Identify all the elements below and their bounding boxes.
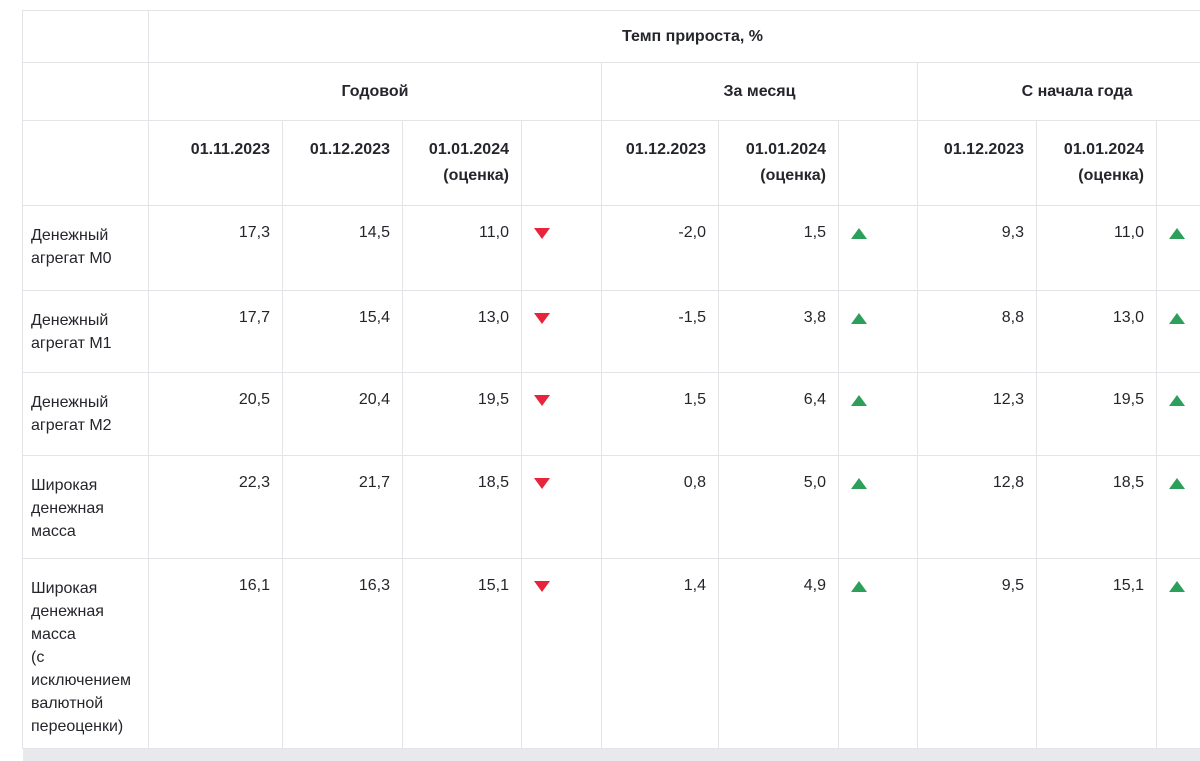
date-header: 01.01.2024 (оценка) xyxy=(1037,121,1157,206)
trend-cell xyxy=(522,373,602,456)
row-label: Широкая денежная масса (с исключением ва… xyxy=(23,559,149,749)
table-row: Денежный агрегат М2 20,5 20,4 19,5 1,5 6… xyxy=(23,373,1200,456)
value-cell: 9,5 xyxy=(918,559,1037,749)
trend-up-icon xyxy=(851,228,867,239)
trend-up-icon xyxy=(851,395,867,406)
table-row: Денежный агрегат М0 17,3 14,5 11,0 -2,0 … xyxy=(23,206,1200,291)
date-header: 01.12.2023 xyxy=(602,121,719,206)
trend-up-icon xyxy=(1169,581,1185,592)
value-cell: 17,7 xyxy=(149,291,283,373)
value-cell: 1,4 xyxy=(602,559,719,749)
value-cell: 0,8 xyxy=(602,456,719,559)
row-label: Денежный агрегат М0 xyxy=(23,206,149,291)
trend-down-icon xyxy=(534,478,550,489)
value-cell: 16,3 xyxy=(283,559,403,749)
corner-cell xyxy=(23,11,149,63)
trend-header-cell xyxy=(839,121,918,206)
value-cell: 3,8 xyxy=(719,291,839,373)
value-cell: 13,0 xyxy=(403,291,522,373)
trend-cell xyxy=(1157,559,1200,749)
value-cell: 13,0 xyxy=(1037,291,1157,373)
value-cell: 12,8 xyxy=(918,456,1037,559)
trend-up-icon xyxy=(1169,478,1185,489)
table-row: Денежный агрегат М1 17,7 15,4 13,0 -1,5 … xyxy=(23,291,1200,373)
trend-down-icon xyxy=(534,228,550,239)
value-cell: 19,5 xyxy=(403,373,522,456)
trend-cell xyxy=(522,456,602,559)
value-cell: 19,5 xyxy=(1037,373,1157,456)
growth-rate-table-container: Темп прироста, % Годовой За месяц С нача… xyxy=(22,10,1200,761)
trend-down-icon xyxy=(534,581,550,592)
trend-cell xyxy=(839,206,918,291)
table-title-row: Темп прироста, % xyxy=(23,11,1200,63)
value-cell: 5,0 xyxy=(719,456,839,559)
date-header: 01.11.2023 xyxy=(149,121,283,206)
value-cell: 20,5 xyxy=(149,373,283,456)
group-header-ytd: С начала года xyxy=(918,63,1200,121)
table-row: Широкая денежная масса (с исключением ва… xyxy=(23,559,1200,749)
trend-header-cell xyxy=(522,121,602,206)
trend-cell xyxy=(1157,373,1200,456)
value-cell: 15,4 xyxy=(283,291,403,373)
trend-header-cell xyxy=(1157,121,1200,206)
value-cell: 15,1 xyxy=(1037,559,1157,749)
row-label: Денежный агрегат М1 xyxy=(23,291,149,373)
trend-cell xyxy=(839,373,918,456)
trend-cell xyxy=(839,456,918,559)
trend-cell xyxy=(839,559,918,749)
group-header-annual: Годовой xyxy=(149,63,602,121)
trend-cell xyxy=(839,291,918,373)
value-cell: 4,9 xyxy=(719,559,839,749)
value-cell: 6,4 xyxy=(719,373,839,456)
value-cell: -1,5 xyxy=(602,291,719,373)
corner-cell xyxy=(23,63,149,121)
trend-up-icon xyxy=(851,581,867,592)
value-cell: 15,1 xyxy=(403,559,522,749)
value-cell: 18,5 xyxy=(403,456,522,559)
value-cell: 9,3 xyxy=(918,206,1037,291)
value-cell: 1,5 xyxy=(602,373,719,456)
corner-cell xyxy=(23,121,149,206)
table-row: Широкая денежная масса 22,3 21,7 18,5 0,… xyxy=(23,456,1200,559)
trend-cell xyxy=(1157,291,1200,373)
trend-cell xyxy=(522,206,602,291)
trend-cell xyxy=(1157,456,1200,559)
value-cell: 20,4 xyxy=(283,373,403,456)
date-header: 01.12.2023 xyxy=(283,121,403,206)
date-header: 01.01.2024 (оценка) xyxy=(719,121,839,206)
trend-up-icon xyxy=(1169,395,1185,406)
group-header-month: За месяц xyxy=(602,63,918,121)
date-header: 01.01.2024 (оценка) xyxy=(403,121,522,206)
value-cell: -2,0 xyxy=(602,206,719,291)
group-header-row: Годовой За месяц С начала года xyxy=(23,63,1200,121)
value-cell: 8,8 xyxy=(918,291,1037,373)
date-header-row: 01.11.2023 01.12.2023 01.01.2024 (оценка… xyxy=(23,121,1200,206)
value-cell: 11,0 xyxy=(1037,206,1157,291)
trend-down-icon xyxy=(534,313,550,324)
value-cell: 17,3 xyxy=(149,206,283,291)
value-cell: 12,3 xyxy=(918,373,1037,456)
trend-up-icon xyxy=(851,478,867,489)
trend-up-icon xyxy=(851,313,867,324)
growth-rate-table: Темп прироста, % Годовой За месяц С нача… xyxy=(22,10,1200,761)
value-cell: 18,5 xyxy=(1037,456,1157,559)
value-cell: 21,7 xyxy=(283,456,403,559)
row-label: Денежный агрегат М2 xyxy=(23,373,149,456)
table-title: Темп прироста, % xyxy=(149,11,1200,63)
trend-up-icon xyxy=(1169,313,1185,324)
value-cell: 11,0 xyxy=(403,206,522,291)
trend-up-icon xyxy=(1169,228,1185,239)
trend-down-icon xyxy=(534,395,550,406)
value-cell: 22,3 xyxy=(149,456,283,559)
clipped-next-row-strip-cell xyxy=(23,749,1200,761)
value-cell: 1,5 xyxy=(719,206,839,291)
trend-cell xyxy=(522,559,602,749)
value-cell: 16,1 xyxy=(149,559,283,749)
trend-cell xyxy=(1157,206,1200,291)
row-label: Широкая денежная масса xyxy=(23,456,149,559)
clipped-next-row-strip xyxy=(23,749,1200,761)
date-header: 01.12.2023 xyxy=(918,121,1037,206)
trend-cell xyxy=(522,291,602,373)
value-cell: 14,5 xyxy=(283,206,403,291)
